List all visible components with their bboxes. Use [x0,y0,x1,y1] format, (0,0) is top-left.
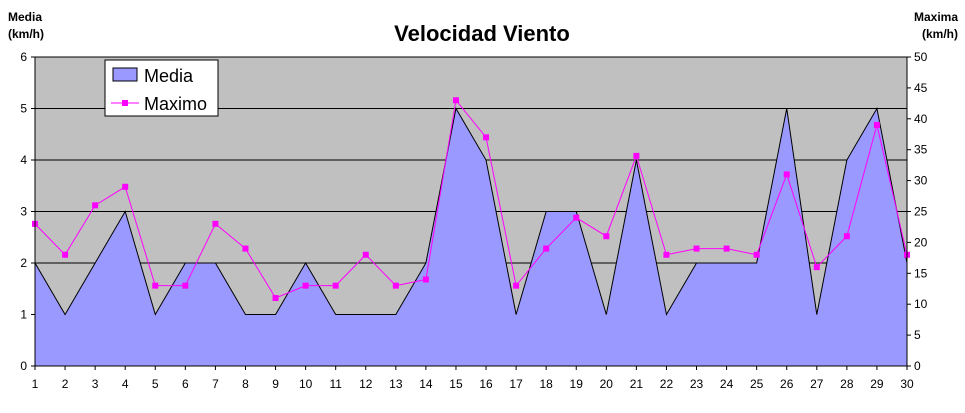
maximo-point [633,152,640,159]
maximo-point [543,245,550,252]
maximo-point [302,282,309,289]
legend-maximo-label: Maximo [144,94,207,114]
maximo-point [182,282,189,289]
legend: Media Maximo [104,59,219,117]
x-tick-label: 13 [389,377,403,391]
y-right-title-line2: (km/h) [922,27,958,41]
x-tick-label: 29 [870,377,884,391]
y-right-tick-label: 15 [914,266,928,280]
y-right-tick-label: 50 [914,50,928,64]
y-left-tick-label: 3 [20,205,27,219]
maximo-point [272,295,279,302]
x-tick-label: 30 [900,377,914,391]
x-tick-label: 11 [329,377,342,391]
y-right-tick-label: 5 [914,328,921,342]
legend-media-swatch [112,67,138,82]
y-left-title-line2: (km/h) [8,27,44,41]
x-tick-label: 22 [660,377,674,391]
maximo-point [813,264,820,271]
x-tick-label: 4 [122,377,129,391]
maximo-point [422,276,429,283]
maximo-point [753,251,760,258]
maximo-point [573,214,580,221]
y-left-tick-label: 4 [20,153,27,167]
maximo-line-layer [32,97,910,302]
y-right-tick-label: 0 [914,359,921,373]
maximo-point [603,233,610,240]
x-tick-label: 6 [182,377,189,391]
y-right-tick-label: 35 [914,143,928,157]
maximo-point [843,233,850,240]
y-right-tick-label: 20 [914,235,928,249]
media-area [34,107,908,367]
x-tick-label: 25 [750,377,764,391]
x-tick-label: 8 [242,377,249,391]
x-tick-label: 16 [479,377,493,391]
x-tick-label: 14 [419,377,433,391]
x-tick-label: 2 [62,377,69,391]
x-tick-label: 1 [32,377,39,391]
chart-title: Velocidad Viento [394,21,570,46]
legend-maximo-marker [122,100,128,106]
maximo-point [212,220,219,227]
maximo-point [723,245,730,252]
media-area-layer [34,107,908,367]
x-tick-label: 10 [299,377,313,391]
y-right-title-line1: Maxima [914,10,958,24]
x-tick-label: 20 [600,377,614,391]
y-right-tick-label: 30 [914,174,928,188]
x-tick-label: 17 [509,377,523,391]
x-tick-label: 7 [212,377,219,391]
legend-media-label: Media [144,66,194,86]
maximo-point [513,282,520,289]
y-right-tick-label: 25 [914,205,928,219]
x-tick-label: 26 [780,377,794,391]
x-tick-label: 9 [272,377,279,391]
y-left-tick-label: 0 [20,359,27,373]
maximo-point [873,121,880,128]
maximo-point [62,251,69,258]
x-tick-label: 27 [810,377,824,391]
x-tick-label: 24 [720,377,734,391]
y-left-tick-label: 5 [20,102,27,116]
maximo-point [92,202,99,209]
maximo-point [122,183,129,190]
x-tick-label: 19 [570,377,584,391]
y-right-tick-label: 10 [914,297,928,311]
y-right-tick-label: 45 [914,81,928,95]
maximo-point [483,134,490,141]
x-tick-label: 3 [92,377,99,391]
maximo-point [242,245,249,252]
y-left-title-line1: Media [8,10,42,24]
maximo-point [392,282,399,289]
maximo-point [152,282,159,289]
maximo-point [663,251,670,258]
y-left-tick-label: 6 [20,50,27,64]
x-tick-label: 21 [630,377,644,391]
maximo-line [34,99,908,299]
y-right-tick-label: 40 [914,112,928,126]
maximo-point [332,282,339,289]
y-left-tick-label: 1 [20,308,27,322]
maximo-point [362,251,369,258]
x-tick-label: 18 [539,377,553,391]
maximo-point [783,171,790,178]
x-tick-label: 5 [152,377,159,391]
x-tick-label: 12 [359,377,373,391]
maximo-point [452,97,459,104]
x-tick-label: 15 [449,377,463,391]
maximo-point [693,245,700,252]
x-tick-label: 28 [840,377,854,391]
y-left-tick-label: 2 [20,256,27,270]
x-tick-label: 23 [690,377,704,391]
